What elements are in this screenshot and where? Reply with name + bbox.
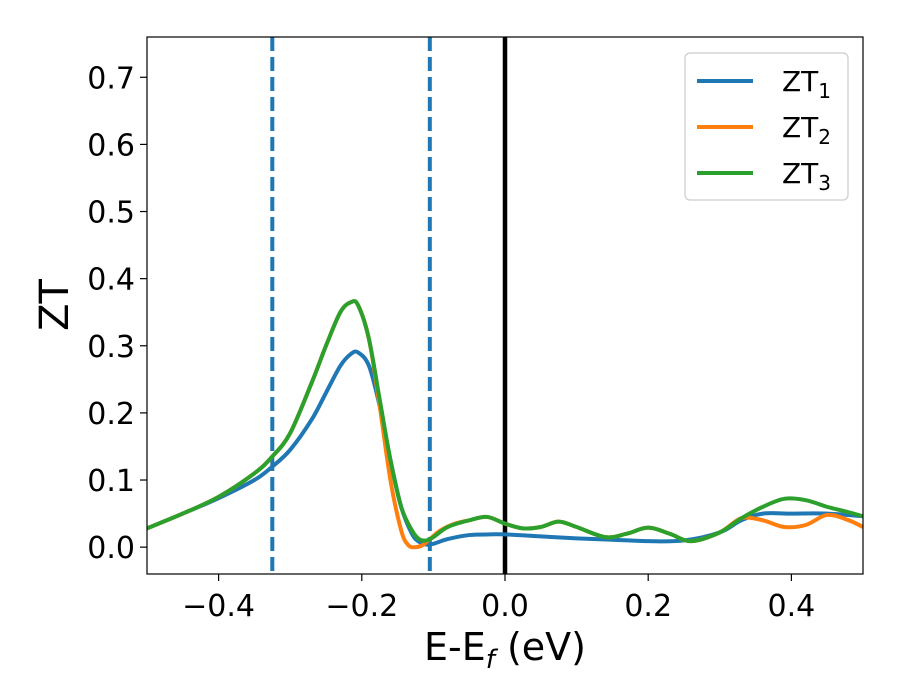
y-tick-label: 0.7	[87, 61, 135, 96]
series-line-zt3	[147, 299, 863, 544]
series-group	[147, 299, 863, 550]
y-tick-label: 0.1	[87, 464, 135, 499]
x-tick-label: 0.2	[624, 589, 672, 624]
y-tick-label: 0.6	[87, 128, 135, 163]
x-axis-title-tail: (eV)	[495, 625, 586, 669]
legend-box	[684, 52, 849, 201]
x-tick-label: −0.4	[182, 589, 255, 624]
x-axis: −0.4 −0.2 0.0 0.2 0.4	[182, 574, 815, 624]
y-tick-label: 0.4	[87, 263, 135, 298]
x-tick-label: 0.0	[481, 589, 529, 624]
y-tick-label: 0.2	[87, 397, 135, 432]
y-tick-label: 0.5	[87, 196, 135, 231]
legend: ZT1 ZT2 ZT3	[684, 52, 849, 201]
x-tick-label: 0.4	[768, 589, 816, 624]
y-axis: 0.0 0.1 0.2 0.3 0.4 0.5 0.6 0.7	[87, 61, 147, 566]
x-tick-label: −0.2	[325, 589, 398, 624]
legend-label-zt3: ZT3	[782, 157, 831, 195]
legend-label-zt1: ZT1	[782, 65, 831, 103]
y-tick-label: 0.3	[87, 330, 135, 365]
x-axis-title: E-Ef (eV)	[424, 625, 586, 675]
legend-label-zt2: ZT2	[782, 111, 831, 149]
x-axis-title-base: E-E	[424, 625, 486, 669]
plot-area	[146, 36, 864, 575]
y-axis-title: ZT	[32, 279, 78, 331]
y-tick-label: 0.0	[87, 531, 135, 566]
